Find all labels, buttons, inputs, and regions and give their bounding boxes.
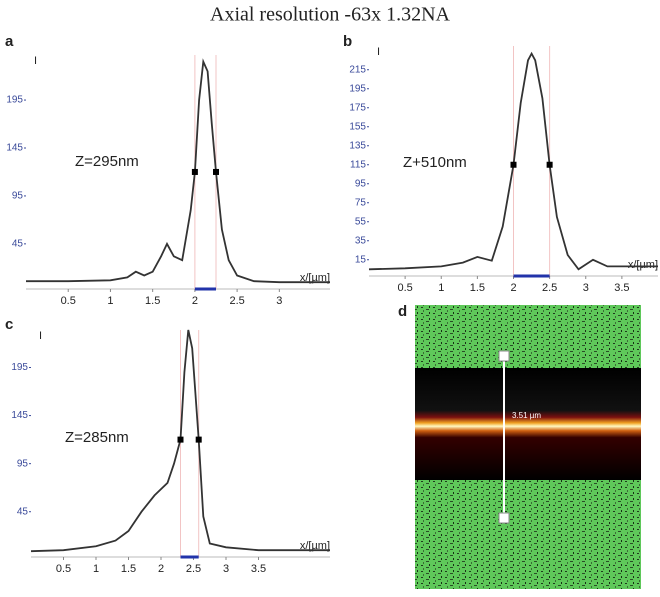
panel-label: a [5,33,14,50]
y-tick-label: 175 [349,102,366,113]
x-axis-label: x/[µm] [628,259,658,271]
x-tick-label: 1 [438,282,444,294]
fwhm-marker [510,161,517,168]
x-tick-label: 2.5 [186,563,201,575]
x-tick-label: 1 [107,295,113,307]
fwhm-marker [546,161,553,168]
chart-panel: a Z=295nm Ix/[µm] 45 95 145 195 0.5 1 1.5 2 2.5 3 [5,33,330,307]
x-tick-label: 0.5 [397,282,412,294]
y-axis-label: I [39,330,42,342]
x-tick-label: 3.5 [614,282,629,294]
y-tick-label: 45 [17,506,29,517]
x-tick-label: 3 [223,563,229,575]
x-tick-label: 3 [276,295,282,307]
x-tick-label: 3.5 [251,563,266,575]
scale-handle [498,512,510,524]
annotation: Z=285nm [65,429,129,446]
data-line [26,58,330,284]
y-tick-label: 55 [355,216,367,227]
x-tick-label: 2.5 [542,282,557,294]
y-tick-label: 35 [355,235,367,246]
x-axis-label: x/[µm] [300,272,330,284]
x-axis-label: x/[µm] [300,540,330,552]
y-tick-label: 155 [349,121,366,132]
y-tick-label: 145 [6,143,23,154]
x-tick-label: 2.5 [229,295,244,307]
x-tick-label: 1 [93,563,99,575]
y-tick-label: 75 [355,197,367,208]
y-tick-label: 195 [349,83,366,94]
fwhm-marker [213,168,219,175]
fwhm-marker [191,168,198,175]
y-tick-label: 135 [349,140,366,151]
y-axis-label: I [377,46,380,58]
panel-label: c [5,316,13,333]
y-tick-label: 45 [12,239,24,250]
y-tick-label: 115 [350,159,366,170]
chart-panel: b Z+510nm Ix/[µm] 15 35 55 75 95 115 135 155 175 195… [343,33,658,294]
data-line [368,51,658,271]
y-tick-label: 15 [355,254,367,265]
y-tick-label: 215 [349,64,366,75]
image-band [415,368,641,480]
y-tick-label: 145 [11,410,28,421]
image-panel: d 3.51 µm [398,303,641,589]
scale-label: 3.51 µm [512,411,541,420]
scale-handle [498,350,510,362]
y-tick-label: 195 [11,362,28,373]
x-tick-label: 0.5 [56,563,71,575]
x-tick-label: 0.5 [61,295,76,307]
x-tick-label: 2 [158,563,164,575]
fwhm-marker [177,436,184,443]
y-tick-label: 95 [355,178,367,189]
panel-label: d [398,303,407,320]
y-tick-label: 195 [6,95,23,106]
x-tick-label: 1.5 [121,563,136,575]
x-tick-label: 3 [583,282,589,294]
annotation: Z=295nm [75,153,139,170]
y-axis-label: I [34,55,37,67]
y-tick-label: 95 [12,191,24,202]
x-tick-label: 2 [192,295,198,307]
panel-label: b [343,33,352,50]
fwhm-marker [195,436,202,443]
x-tick-label: 2 [510,282,516,294]
chart-panel: c Z=285nm Ix/[µm] 45 95 145 195 0.5 1 1.5 2 2.5 3 3.5 [5,316,330,575]
x-tick-label: 1.5 [145,295,160,307]
x-tick-label: 1.5 [470,282,485,294]
annotation: Z+510nm [403,154,467,171]
y-tick-label: 95 [17,458,29,469]
figure-title: Axial resolution -63x 1.32NA [210,4,451,26]
